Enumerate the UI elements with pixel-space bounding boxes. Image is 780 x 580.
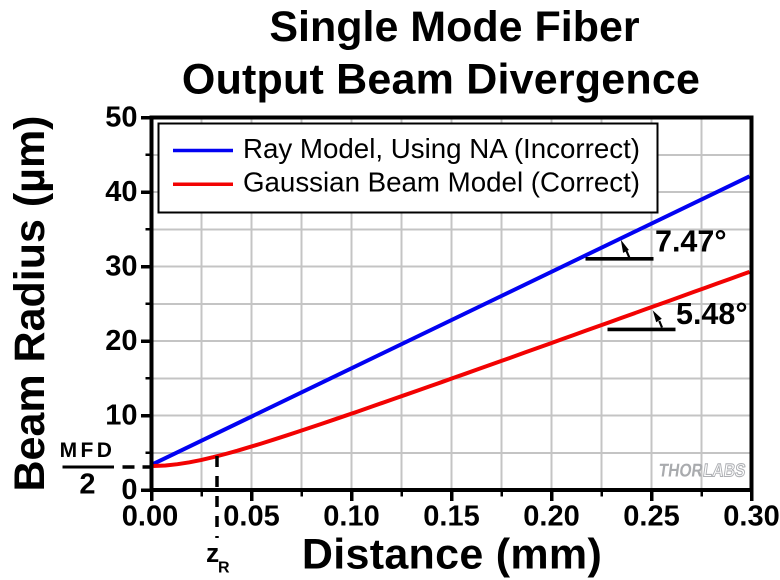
svg-text:40: 40 bbox=[105, 176, 137, 208]
svg-text:Output Beam Divergence: Output Beam Divergence bbox=[182, 56, 700, 104]
svg-text:LABS: LABS bbox=[702, 459, 747, 480]
svg-text:0.00: 0.00 bbox=[122, 501, 178, 533]
svg-text:5.48°: 5.48° bbox=[676, 297, 748, 331]
svg-text:0: 0 bbox=[121, 474, 137, 506]
svg-text:10: 10 bbox=[105, 400, 137, 432]
svg-text:R: R bbox=[218, 560, 230, 577]
svg-text:2: 2 bbox=[79, 468, 95, 500]
svg-text:20: 20 bbox=[105, 325, 137, 357]
svg-text:0.05: 0.05 bbox=[223, 501, 279, 533]
svg-text:0.25: 0.25 bbox=[623, 501, 679, 533]
svg-text:Distance (mm): Distance (mm) bbox=[302, 531, 602, 579]
svg-text:30: 30 bbox=[105, 251, 137, 283]
svg-text:THOR: THOR bbox=[657, 459, 704, 480]
svg-text:7.47°: 7.47° bbox=[655, 225, 727, 259]
svg-text:0.30: 0.30 bbox=[723, 501, 779, 533]
svg-text:0.15: 0.15 bbox=[423, 501, 479, 533]
svg-text:MFD: MFD bbox=[60, 439, 116, 462]
svg-text:z: z bbox=[206, 538, 219, 568]
svg-text:50: 50 bbox=[105, 102, 137, 134]
svg-text:Gaussian Beam Model (Correct): Gaussian Beam Model (Correct) bbox=[243, 167, 640, 198]
svg-text:0.20: 0.20 bbox=[523, 501, 579, 533]
svg-text:Single Mode Fiber: Single Mode Fiber bbox=[269, 3, 640, 51]
svg-text:0.10: 0.10 bbox=[323, 501, 379, 533]
svg-text:Ray Model, Using NA (Incorrect: Ray Model, Using NA (Incorrect) bbox=[243, 133, 640, 164]
svg-text:Beam Radius (µm): Beam Radius (µm) bbox=[6, 115, 54, 491]
